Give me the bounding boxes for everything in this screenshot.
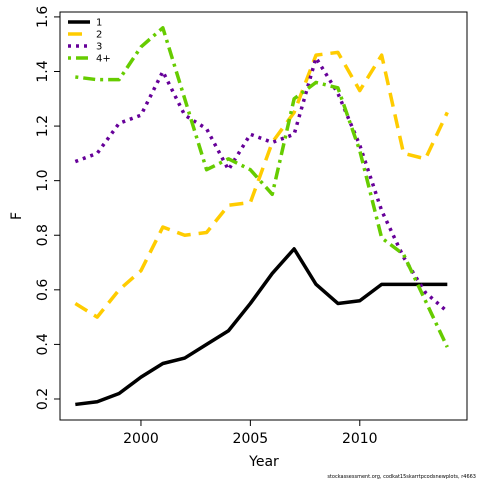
y-tick-label: 0.2 <box>35 388 51 410</box>
y-axis-label: F <box>9 212 25 220</box>
y-tick-label: 0.4 <box>35 333 51 355</box>
series-line <box>74 50 449 319</box>
x-tick-label: 2005 <box>233 431 269 447</box>
x-tick-label: 2000 <box>123 431 159 447</box>
legend-label: 1 <box>96 18 102 29</box>
plot-frame <box>59 11 468 421</box>
series-line <box>75 247 448 407</box>
x-tick-label: 2010 <box>342 431 378 447</box>
y-tick-label: 1.4 <box>35 60 51 82</box>
footnote: stockassessment.org, codkat15skarrtpcods… <box>327 474 476 480</box>
x-axis-label: Year <box>248 454 279 470</box>
legend-label: 3 <box>96 42 102 53</box>
legend-label: 2 <box>96 30 102 41</box>
legend-label: 4+ <box>96 54 111 65</box>
y-tick-label: 0.6 <box>35 279 51 301</box>
series-line <box>75 26 449 348</box>
y-tick-label: 1.6 <box>35 6 51 28</box>
y-tick-label: 1.2 <box>35 115 51 137</box>
y-tick-label: 0.8 <box>35 224 51 246</box>
y-tick-label: 1.0 <box>35 170 51 192</box>
